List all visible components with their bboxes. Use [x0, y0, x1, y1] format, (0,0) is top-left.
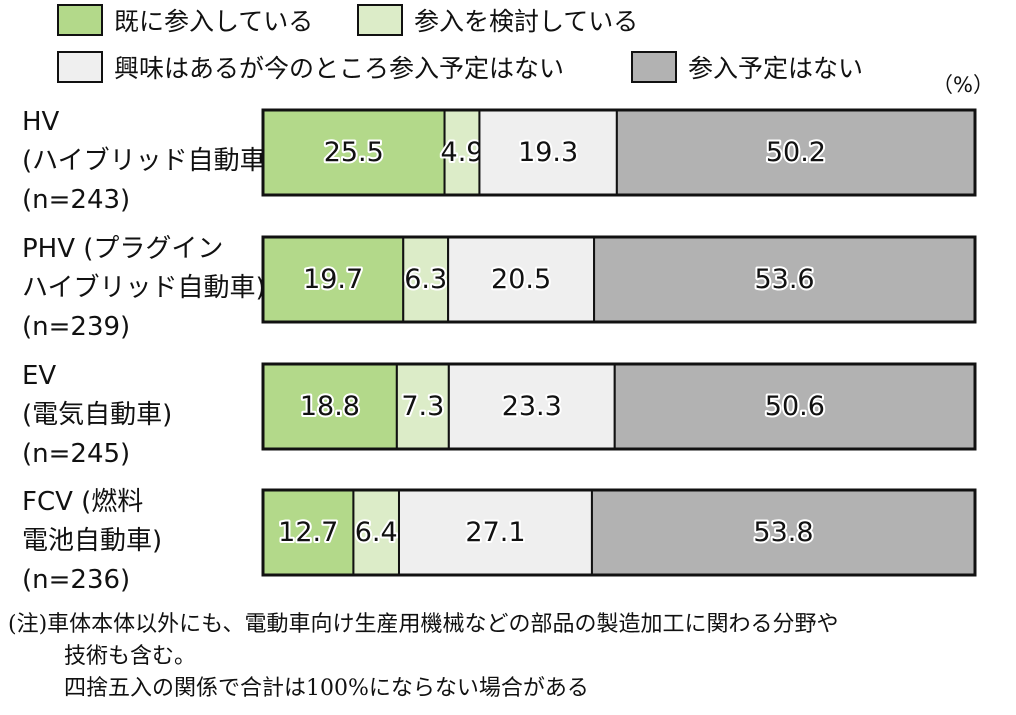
- legend-label-3: 興味はあるが今のところ参入予定はない: [114, 54, 564, 83]
- value-label-3-4: 50.6: [765, 391, 825, 422]
- bar-frame-4: [261, 488, 977, 577]
- bars: 25.5 4.9 19.3 50.2 19.7 6.3 20.5 53.6 18.8 7.3 23.…: [261, 108, 977, 577]
- category-label-4-line-2: 電池自動車): [22, 526, 162, 556]
- value-label-3-1: 18.8: [300, 391, 360, 422]
- category-labels: HV (ハイブリッド自動車) (n=243) PHV (プラグインハイブリッド自動車)…: [22, 107, 276, 595]
- category-label-1-line-2: (ハイブリッド自動車): [22, 146, 276, 176]
- bar-frame-2: [261, 235, 977, 324]
- bar-row-1: 25.5 4.9 19.3 50.2: [261, 108, 977, 197]
- bar-frame-1: [261, 108, 977, 197]
- bar-segment-1-1: [262, 109, 446, 196]
- legend-swatch-3: [57, 51, 103, 83]
- category-label-3-line-2: (電気自動車): [22, 400, 172, 430]
- legend-label-2: 参入を検討している: [414, 7, 638, 36]
- category-label-4-line-3: (n=236): [22, 565, 130, 595]
- value-label-4-2: 6.4: [355, 517, 398, 548]
- note-line-3: 四捨五入の関係で合計は100%にならない場合がある: [64, 676, 589, 701]
- bar-segment-1-4: [615, 109, 976, 196]
- bar-row-4: 12.7 6.4 27.1 53.8: [261, 488, 977, 577]
- category-label-2-line-2: ハイブリッド自動車): [22, 273, 266, 303]
- category-label-3-line-3: (n=245): [22, 439, 130, 469]
- bar-row-2: 19.7 6.3 20.5 53.6: [261, 235, 977, 324]
- value-label-3-3: 23.3: [502, 391, 562, 422]
- value-label-4-3: 27.1: [465, 517, 525, 548]
- value-label-2-3: 20.5: [491, 264, 551, 295]
- value-label-1-2: 4.9: [441, 137, 484, 168]
- value-label-1-4: 50.2: [766, 137, 826, 168]
- bar-frame-3: [261, 362, 977, 451]
- bar-segment-2-4: [593, 236, 977, 323]
- legend-swatch-1: [57, 4, 103, 36]
- category-label-1-line-1: HV: [22, 107, 60, 137]
- bar-segment-2-3: [447, 236, 596, 323]
- value-label-4-4: 53.8: [753, 517, 813, 548]
- value-label-3-2: 7.3: [401, 391, 444, 422]
- value-label-2-2: 6.3: [404, 264, 447, 295]
- legend-label-4: 参入予定はない: [688, 54, 863, 83]
- category-label-3-line-1: EV: [22, 361, 56, 391]
- legend-swatch-4: [631, 51, 677, 83]
- bar-segment-3-4: [613, 363, 977, 450]
- bar-segment-2-2: [402, 236, 450, 323]
- category-label-2-line-1: PHV (プラグイン: [22, 234, 223, 264]
- value-label-1-1: 25.5: [324, 137, 384, 168]
- legend-swatch-2: [357, 4, 403, 36]
- bar-row-3: 18.8 7.3 23.3 50.6: [261, 362, 977, 451]
- value-label-1-3: 19.3: [518, 137, 578, 168]
- category-label-4-line-1: FCV (燃料: [22, 487, 143, 517]
- category-label-2-line-3: (n=239): [22, 312, 130, 342]
- note-line-2: 技術も含む。: [64, 644, 197, 669]
- value-label-2-1: 19.7: [303, 264, 363, 295]
- legend-label-1: 既に参入している: [114, 7, 313, 36]
- note-line-1: (注)車体本体以外にも、電動車向け生産用機械などの部品の製造加工に関わる分野や: [8, 612, 839, 637]
- value-label-4-1: 12.7: [278, 517, 338, 548]
- category-label-1-line-3: (n=243): [22, 185, 130, 215]
- value-label-2-4: 53.6: [754, 264, 814, 295]
- unit-label: （%）: [932, 73, 994, 97]
